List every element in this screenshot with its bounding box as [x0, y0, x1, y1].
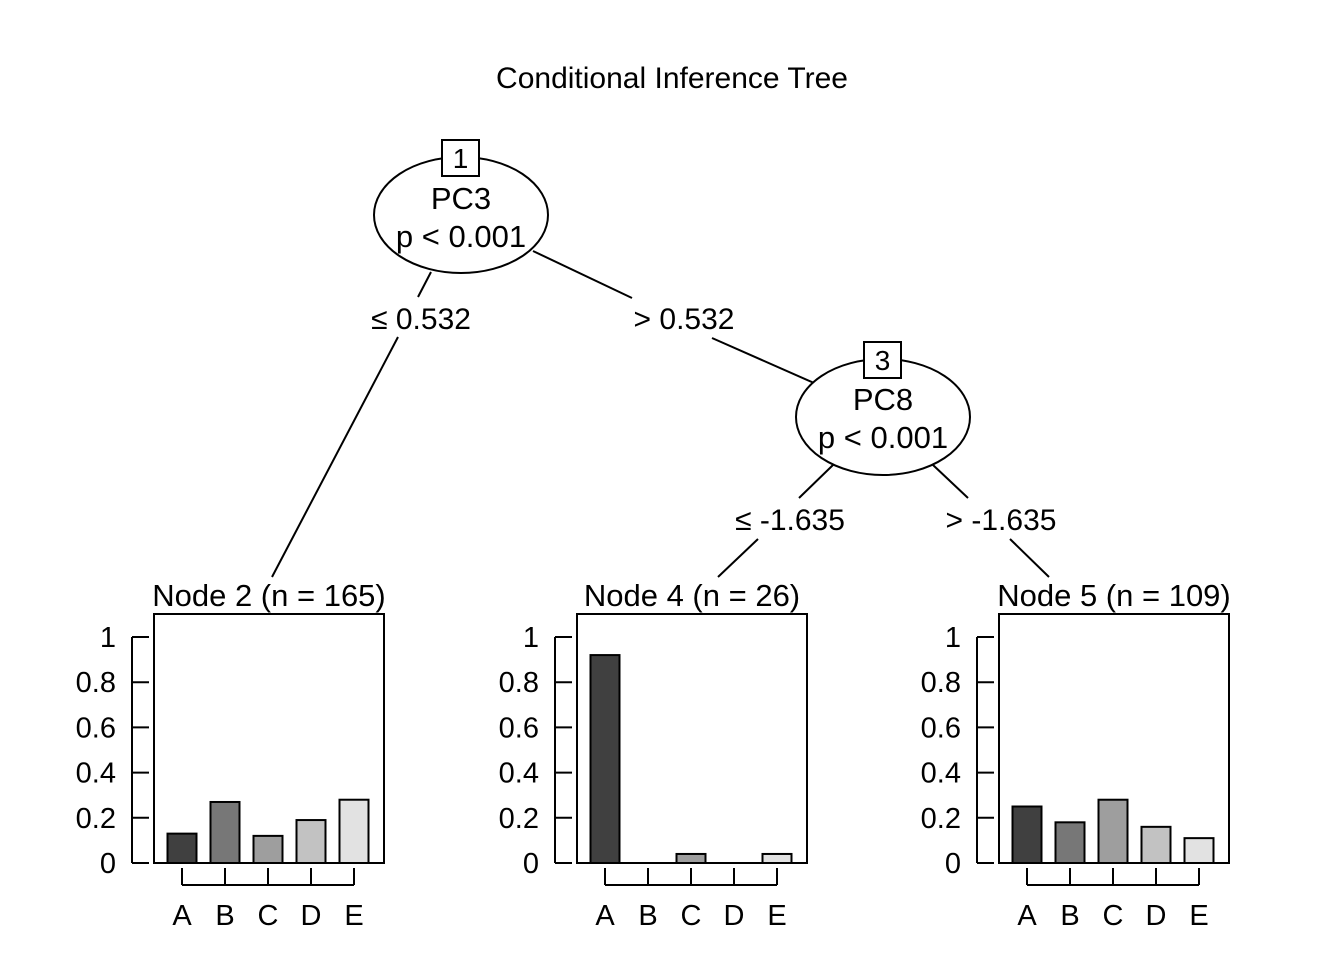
y-tick-label: 0.2	[76, 803, 116, 835]
edge-label-1-left: ≤ 0.532	[371, 303, 471, 336]
y-tick-label: 0.8	[76, 667, 116, 699]
inner-node-3: 3 PC8 p < 0.001	[795, 341, 971, 476]
node-variable: PC3	[431, 181, 491, 216]
inner-node-1: 1 PC3 p < 0.001	[373, 139, 549, 274]
node-variable: PC8	[853, 382, 913, 417]
x-tick-label: C	[1103, 900, 1124, 932]
x-tick-label: D	[301, 900, 322, 932]
terminal-node-title: Node 5 (n = 109)	[997, 578, 1231, 613]
edge-line-1-3-upper	[532, 250, 633, 299]
bar	[1011, 805, 1043, 864]
x-tick-label: A	[595, 900, 615, 932]
bar	[166, 832, 198, 864]
y-tick-label: 1	[523, 622, 539, 654]
edge-line-3-5-upper	[932, 464, 969, 499]
y-tick-label: 0	[945, 848, 961, 880]
y-tick-label: 0.8	[499, 667, 539, 699]
terminal-node-chart: Node 2 (n = 165) 0 0.2 0.4 0.6 0.8 1 A B C D E	[76, 578, 386, 932]
edge-line-1-2-upper	[417, 271, 432, 298]
node-id-box	[441, 139, 480, 177]
x-tick-label: A	[1017, 900, 1037, 932]
y-tick-label: 0.4	[499, 758, 539, 790]
edge-label-3-left: ≤ -1.635	[735, 504, 845, 537]
bar	[295, 819, 327, 864]
edge-line-1-2-lower	[271, 336, 399, 578]
x-tick-label: E	[767, 900, 786, 932]
y-tick-label: 0.2	[921, 803, 961, 835]
x-tick-label: D	[724, 900, 745, 932]
x-tick-label: E	[344, 900, 363, 932]
x-tick-label: B	[638, 900, 657, 932]
terminal-node-chart: Node 5 (n = 109) 0 0.2 0.4 0.6 0.8 1 A B C D E	[921, 578, 1231, 932]
x-tick-label: E	[1189, 900, 1208, 932]
y-tick-label: 0.6	[921, 712, 961, 744]
node-id-box	[863, 341, 902, 379]
bar	[252, 834, 284, 865]
bar	[1183, 837, 1215, 865]
y-tick-label: 1	[100, 622, 116, 654]
terminal-node-title: Node 4 (n = 26)	[584, 578, 800, 613]
node-id: 1	[453, 143, 469, 174]
tree-edges	[271, 250, 1050, 578]
y-tick-label: 0.2	[499, 803, 539, 835]
bar	[589, 654, 621, 865]
edge-label-3-right: > -1.635	[946, 504, 1057, 537]
y-tick-label: 0.4	[921, 758, 961, 790]
y-tick-label: 0.8	[921, 667, 961, 699]
x-tick-label: C	[258, 900, 279, 932]
plot-frame	[998, 613, 1230, 864]
node-id: 3	[875, 345, 891, 376]
edge-label-1-right: > 0.532	[634, 303, 735, 336]
bar	[338, 798, 370, 864]
terminal-node-title: Node 2 (n = 165)	[152, 578, 386, 613]
y-tick-label: 0.6	[76, 712, 116, 744]
tree-title: Conditional Inference Tree	[496, 62, 848, 95]
y-tick-label: 0.4	[76, 758, 116, 790]
terminal-nodes: Node 2 (n = 165)00.20.40.60.81A B C D ENode …	[76, 578, 1231, 932]
y-tick-label: 0.6	[499, 712, 539, 744]
node-pvalue: p < 0.001	[818, 420, 948, 455]
plot-frame	[576, 613, 808, 864]
edge-line-3-5-lower	[1009, 538, 1050, 578]
bar	[1140, 825, 1172, 865]
bar	[1097, 798, 1129, 864]
bar	[209, 800, 241, 864]
plot-frame	[153, 613, 385, 864]
bar	[675, 852, 707, 865]
bar	[761, 852, 793, 865]
y-tick-label: 0	[100, 848, 116, 880]
x-tick-label: A	[172, 900, 192, 932]
x-tick-label: B	[215, 900, 234, 932]
edge-line-3-4-lower	[717, 538, 759, 578]
x-tick-label: C	[681, 900, 702, 932]
y-tick-label: 0	[523, 848, 539, 880]
edge-line-3-4-upper	[798, 464, 834, 499]
x-tick-label: D	[1146, 900, 1167, 932]
y-tick-label: 1	[945, 622, 961, 654]
bar	[1054, 821, 1086, 865]
node-pvalue: p < 0.001	[396, 219, 526, 254]
terminal-node-chart: Node 4 (n = 26) 0 0.2 0.4 0.6 0.8 1 A B C D E	[499, 578, 808, 932]
edge-line-1-3-lower	[711, 337, 815, 384]
x-tick-label: B	[1060, 900, 1079, 932]
